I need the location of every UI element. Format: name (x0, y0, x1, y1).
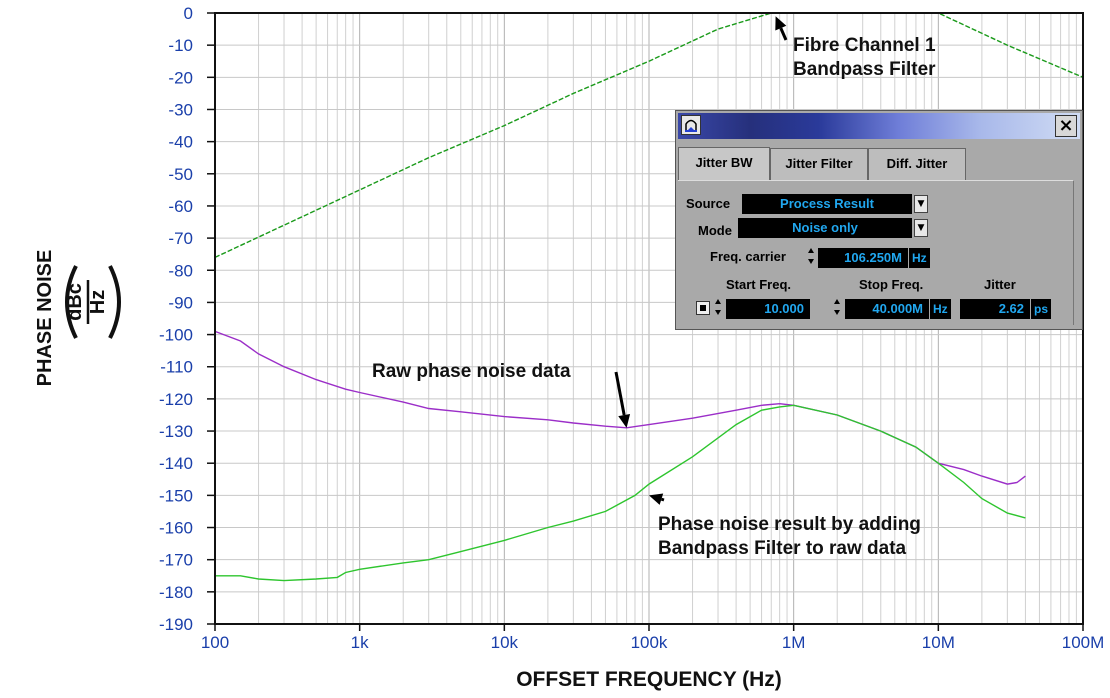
x-tick-label: 100k (631, 633, 668, 652)
annotation-arrowhead (649, 493, 664, 505)
y-tick-label: -30 (168, 100, 193, 119)
x-tick-label: 10k (491, 633, 519, 652)
y-tick-label: -20 (168, 68, 193, 87)
y-tick-label: -150 (159, 486, 193, 505)
y-tick-label: -80 (168, 261, 193, 280)
stop-freq-label: Stop Freq. (859, 277, 924, 292)
series-line-3 (215, 404, 1026, 582)
source-select[interactable]: Process Result (742, 194, 912, 214)
annotation-arrow (614, 371, 626, 416)
series-line-1 (214, 12, 1084, 259)
y-tick-label: -100 (159, 326, 193, 345)
y-tick-labels: 0 -10 -20 -30 -40 -50 -60 -70 -80 -90 -100 -110 -120… (159, 4, 215, 634)
jitter-label: Jitter (984, 277, 1016, 292)
freq-carrier-label: Freq. carrier (710, 249, 786, 264)
x-tick-label: 100M (1062, 633, 1105, 652)
y-tick-label: -170 (159, 551, 193, 570)
annotations: Fibre Channel 1 Bandpass Filter Raw phase … (372, 16, 936, 559)
x-tick-label: 1M (782, 633, 806, 652)
y-tick-label: -160 (159, 519, 193, 538)
jitter-bw-panel (678, 180, 1074, 325)
y-tick-label: -190 (159, 615, 193, 634)
y-tick-label: -70 (168, 229, 193, 248)
grid (215, 13, 1083, 624)
carrier-unit: Hz (909, 248, 930, 268)
freq-carrier-input[interactable]: 106.250M (818, 248, 908, 268)
tab-jitter-bw[interactable]: Jitter BW (678, 147, 770, 181)
x-tick-label: 10M (922, 633, 955, 652)
left-paren (65, 265, 78, 339)
mode-select[interactable]: Noise only (738, 218, 912, 238)
x-tick-label: 100 (201, 633, 229, 652)
series-layer (214, 12, 1084, 582)
y-tick-label: -60 (168, 197, 193, 216)
annotation-text: Fibre Channel 1 (793, 35, 936, 56)
y-axis-unit: dBc Hz (64, 265, 121, 339)
annotation-text: Phase noise result by adding (658, 514, 921, 535)
annotation-arrowhead (618, 413, 631, 428)
y-tick-label: 0 (184, 4, 193, 23)
source-dropdown-icon[interactable]: ▼ (914, 195, 928, 213)
start-freq-input[interactable]: 10.000 (726, 299, 810, 319)
x-axis-label: OFFSET FREQUENCY (Hz) (516, 668, 782, 691)
close-icon[interactable]: × (1055, 115, 1077, 137)
y-axis-title: PHASE NOISE (34, 250, 56, 387)
source-label: Source (686, 196, 731, 211)
annotation-arrow (660, 497, 665, 502)
stop-freq-input[interactable]: 40.000M (845, 299, 929, 319)
dialog-titlebar[interactable]: × (678, 113, 1080, 139)
carrier-spinner-icon[interactable] (807, 246, 815, 268)
stop-spinner-icon[interactable] (833, 297, 841, 319)
jitter-result: 2.62 (960, 299, 1030, 319)
tab-jitter-filter[interactable]: Jitter Filter (770, 148, 868, 180)
right-paren (108, 265, 121, 339)
series-line-2 (214, 330, 1026, 485)
x-tick-label: 1k (351, 633, 369, 652)
y-tick-label: -130 (159, 422, 193, 441)
annotation-text: Raw phase noise data (372, 361, 571, 382)
y-tick-label: -10 (168, 36, 193, 55)
mode-dropdown-icon[interactable]: ▼ (914, 219, 928, 237)
y-tick-label: -140 (159, 454, 193, 473)
annotation-text: Bandpass Filter to raw data (658, 538, 907, 559)
mode-label: Mode (698, 223, 732, 238)
y-tick-label: -180 (159, 583, 193, 602)
jitter-unit: ps (1031, 299, 1052, 319)
annotation-arrowhead (775, 16, 787, 31)
y-tick-label: -50 (168, 165, 193, 184)
annotation-arrow (779, 27, 788, 41)
y-axis-unit-denominator: Hz (87, 290, 109, 314)
y-tick-label: -90 (168, 293, 193, 312)
y-tick-label: -40 (168, 133, 193, 152)
tab-diff-jitter[interactable]: Diff. Jitter (868, 148, 966, 180)
jitter-dialog: × Jitter BW Jitter Filter Diff. Jitter S… (675, 110, 1083, 330)
start-spinner-icon[interactable] (714, 297, 722, 319)
app-icon[interactable] (681, 115, 701, 135)
y-tick-label: -110 (160, 358, 193, 377)
start-freq-label: Start Freq. (726, 277, 792, 292)
y-tick-label: -120 (159, 390, 193, 409)
enable-checkbox[interactable] (696, 301, 710, 315)
annotation-text: Bandpass Filter (793, 59, 936, 80)
x-tick-labels: 100 1k 10k 100k 1M 10M 100M (201, 624, 1104, 652)
y-axis-label: PHASE NOISE (34, 250, 56, 387)
stop-freq-unit: Hz (930, 299, 951, 319)
